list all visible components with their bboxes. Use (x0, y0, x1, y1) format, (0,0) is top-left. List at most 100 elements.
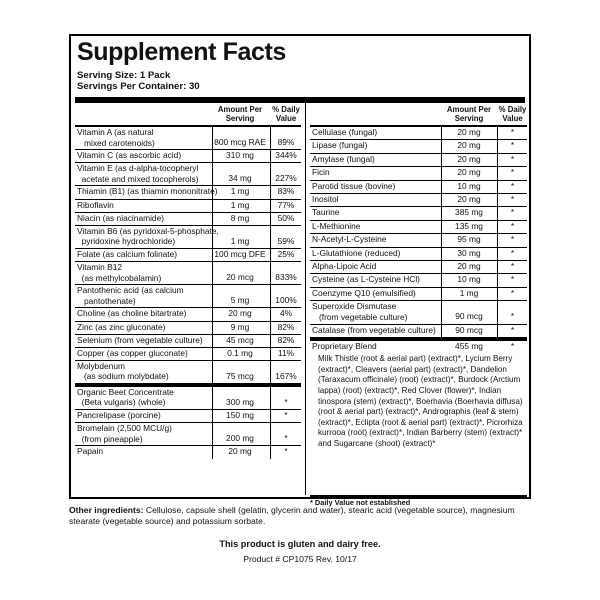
cell-divider (441, 324, 442, 338)
cell-divider (441, 234, 442, 247)
column-divider (305, 103, 306, 495)
cell-divider (212, 410, 213, 423)
nutrient-name: Coenzyme Q10 (emulsified) (312, 287, 416, 298)
cell-divider (497, 140, 498, 153)
nutrient-name: N-Acetyl-L-Cysteine (312, 234, 387, 245)
nutrient-amount: 300 mg (226, 397, 254, 408)
cell-divider (212, 199, 213, 212)
cell-divider (212, 186, 213, 199)
nutrient-row: Vitamin E (as d-alpha-tocopheryl acetate… (75, 163, 301, 187)
right-column-header: Amount Per Serving % Daily Value (310, 103, 527, 127)
nutrient-name: Ficin (312, 167, 330, 178)
nutrient-row: Thiamin (B1) (as thiamin mononitrate) 1 m… (75, 186, 301, 200)
nutrient-name: Cellulase (fungal) (312, 127, 378, 137)
cell-divider (212, 360, 213, 383)
nutrient-amount: 310 mg (226, 150, 254, 161)
other-ingredients: Other ingredients: Cellulose, capsule sh… (69, 505, 535, 528)
cell-divider (270, 212, 271, 225)
cell-divider (270, 321, 271, 334)
amount-header: Amount Per Serving (217, 105, 263, 123)
nutrient-amount: 1 mg (459, 287, 479, 298)
cell-divider (212, 334, 213, 347)
cell-divider (270, 347, 271, 360)
nutrient-amount: 10 mg (457, 274, 481, 285)
nutrient-amount: 30 mg (457, 247, 481, 258)
blend-dv: * (510, 341, 515, 352)
nutrient-amount: 20 mg (457, 153, 481, 164)
nutrient-name: Vitamin E (as d-alpha-tocopheryl acetate… (77, 163, 199, 184)
cell-divider (212, 150, 213, 163)
nutrient-name: Bromelain (2,500 MCU/g) (from pineapple) (77, 423, 172, 444)
nutrient-row: Vitamin B12 (as methylcobalamin) 20 mcg 83… (75, 262, 301, 286)
nutrient-amount: 45 mcg (226, 334, 254, 345)
cell-divider (212, 423, 213, 446)
nutrient-row: Organic Beet Concentrate (Beta vulgaris)… (75, 386, 301, 411)
blend-amount: 455 mg (455, 341, 483, 352)
nutrient-amount: 135 mg (455, 220, 483, 231)
nutrient-name: Zinc (as zinc gluconate) (77, 321, 166, 332)
nutrient-row: Parotid tissue (bovine) 10 mg * (310, 180, 527, 194)
nutrient-name: Molybdenum (as sodium molybdate) (77, 360, 169, 382)
cell-divider (441, 127, 442, 140)
nutrient-name: L-Glutathione (reduced) (312, 247, 401, 258)
nutrient-name: Vitamin B6 (as pyridoxal-5-phosphate, py… (77, 225, 219, 247)
nutrient-row: Cysteine (as L-Cysteine HCl) 10 mg * (310, 274, 527, 288)
cell-divider (212, 127, 213, 150)
gluten-dairy-note: This product is gluten and dairy free. (219, 539, 381, 549)
cell-divider (441, 140, 442, 153)
nutrient-row: Choline (as choline bitartrate) 20 mg 4% (75, 308, 301, 322)
cell-divider (270, 386, 271, 410)
cell-divider (270, 186, 271, 199)
cell-divider (497, 247, 498, 260)
nutrient-name: Pantothenic acid (as calcium pantothenat… (77, 285, 184, 306)
nutrient-row: L-Methionine 135 mg * (310, 220, 527, 235)
nutrient-row: Catalase (from vegetable culture) 90 mcg * (310, 324, 527, 338)
dv-header: % Daily Value (498, 105, 527, 123)
cell-divider (497, 287, 498, 301)
nutrient-dv: 344% (275, 150, 297, 161)
nutrient-amount: 8 mg (230, 212, 250, 223)
nutrient-row: Pantothenic acid (as calcium pantothenat… (75, 285, 301, 309)
nutrient-amount: 20 mg (457, 193, 481, 204)
blend-ingredients: Milk Thistle (root & aerial part) (extra… (318, 354, 523, 449)
cell-divider (270, 410, 271, 423)
supplement-facts-panel: Supplement Facts Serving Size: 1 Pack Se… (69, 34, 531, 507)
nutrient-amount: 800 mcg RAE (214, 137, 266, 148)
cell-divider (441, 260, 442, 274)
cell-divider (441, 193, 442, 207)
nutrient-dv: * (510, 193, 515, 204)
cell-divider (270, 225, 271, 248)
nutrient-dv: * (284, 446, 288, 457)
nutrient-row: L-Glutathione (reduced) 30 mg * (310, 247, 527, 261)
nutrient-amount: 20 mg (457, 127, 481, 137)
nutrient-amount: 34 mg (228, 173, 252, 184)
nutrient-dv: * (510, 234, 515, 245)
nutrient-amount: 5 mg (230, 295, 250, 306)
nutrient-name: Cysteine (as L-Cysteine HCl) (312, 274, 420, 285)
nutrient-row: Vitamin B6 (as pyridoxal-5-phosphate, py… (75, 225, 301, 249)
nutrient-dv: 25% (277, 248, 295, 259)
cell-divider (441, 167, 442, 180)
cell-divider (212, 248, 213, 262)
nutrient-name: Niacin (as niacinamide) (77, 212, 165, 223)
right-column: Amount Per Serving % Daily Value Cellula… (310, 103, 527, 450)
nutrient-row: Taurine 385 mg * (310, 207, 527, 221)
nutrient-name: Catalase (from vegetable culture) (312, 324, 436, 335)
nutrient-dv: * (510, 311, 515, 322)
cell-divider (212, 347, 213, 360)
nutrient-amount: 90 mcg (455, 311, 483, 322)
nutrient-dv: * (510, 260, 515, 271)
nutrient-name: Selenium (from vegetable culture) (77, 334, 203, 345)
nutrient-dv: * (510, 287, 515, 298)
nutrient-dv: 11% (277, 347, 295, 358)
dv-header: % Daily Value (272, 105, 300, 123)
serving-size: Serving Size: 1 Pack (77, 70, 171, 81)
nutrient-row: Pancrelipase (porcine) 150 mg * (75, 410, 301, 424)
nutrient-row: Coenzyme Q10 (emulsified) 1 mg * (310, 287, 527, 302)
nutrient-name: L-Methionine (312, 220, 361, 231)
nutrient-dv: * (510, 127, 515, 137)
cell-divider (212, 163, 213, 186)
cell-divider (441, 247, 442, 260)
nutrient-name: Taurine (312, 207, 340, 218)
nutrient-dv: 83% (277, 186, 295, 197)
